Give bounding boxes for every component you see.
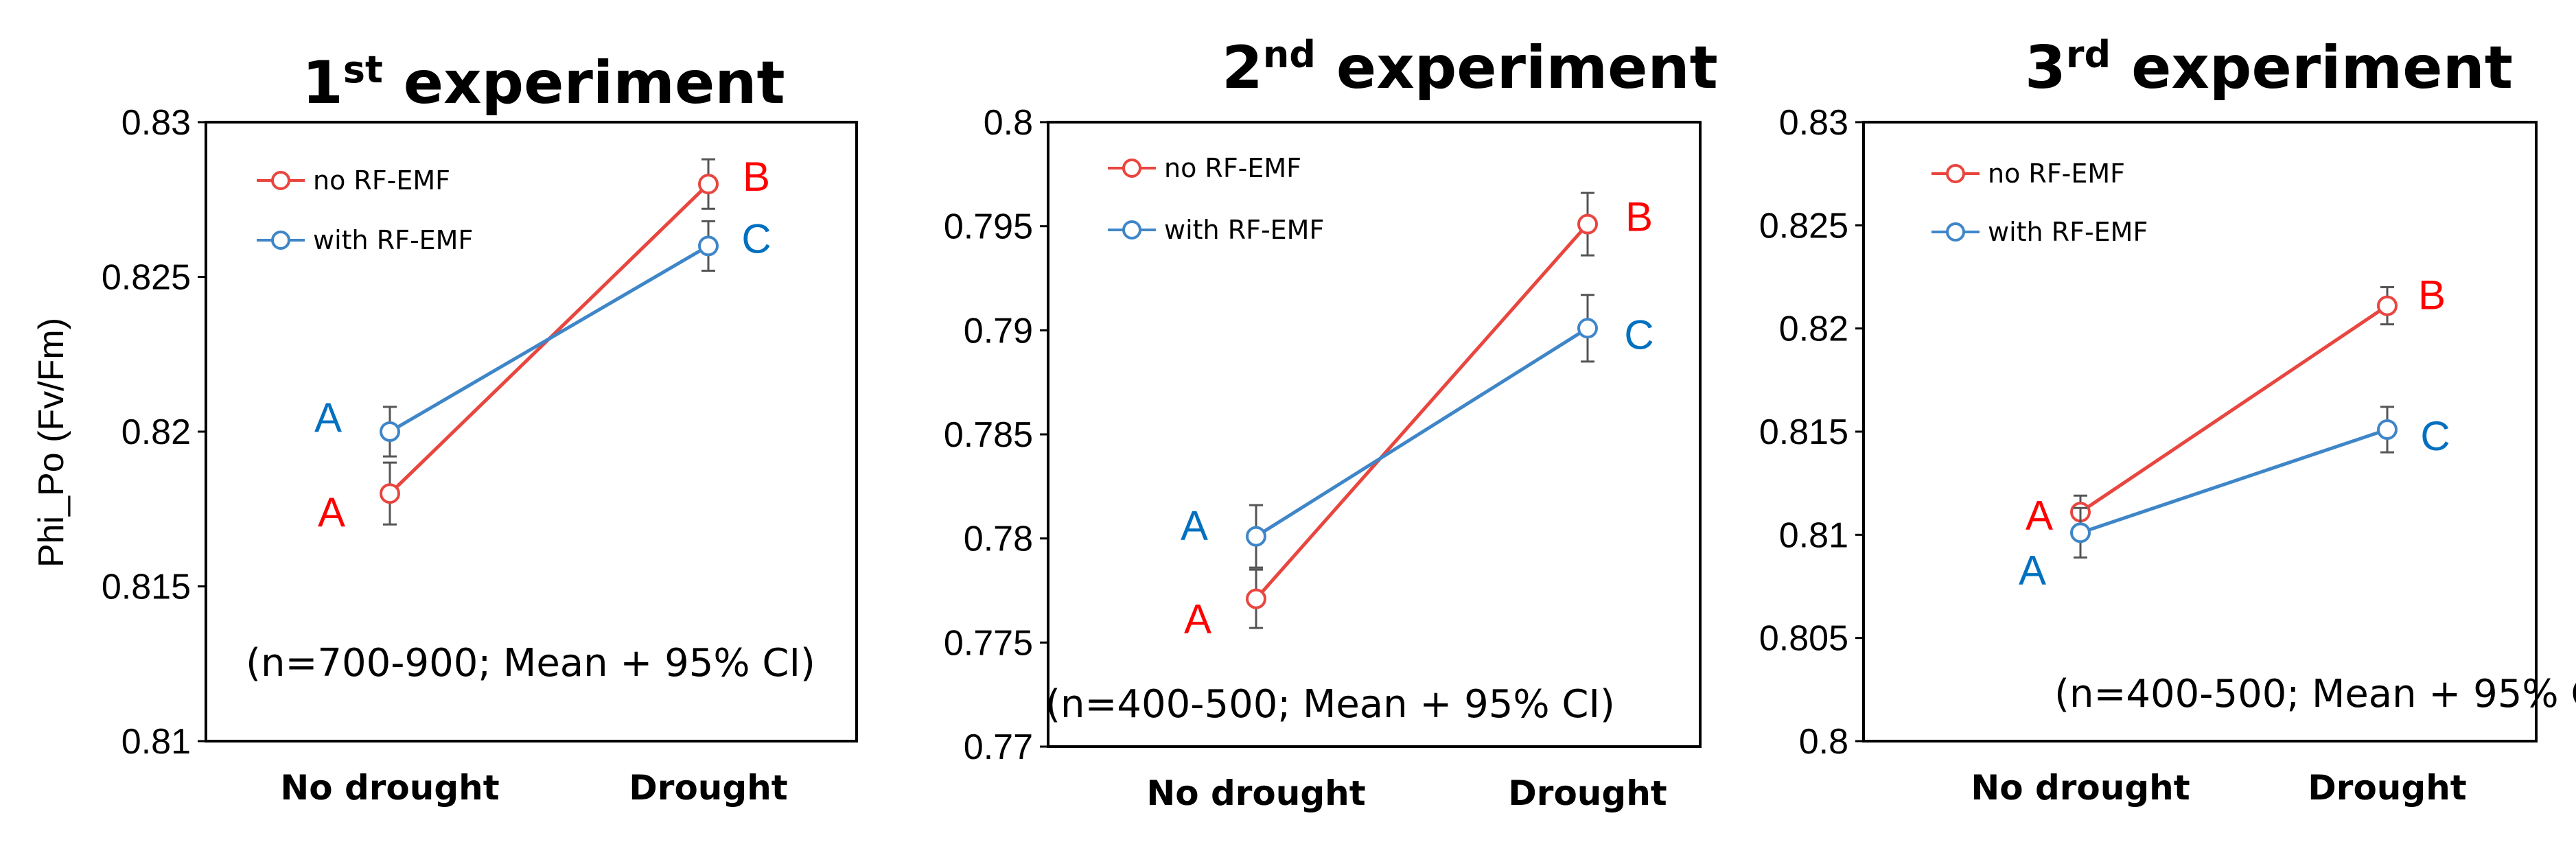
- legend-label: with RF-EMF: [1988, 217, 2148, 247]
- significance-letter: C: [1624, 312, 1653, 358]
- series-line-with_rf: [388, 244, 710, 434]
- y-tick-label: 0.815: [102, 568, 191, 607]
- x-tick-label: No drought: [1146, 773, 1365, 813]
- data-point-no_rf: [380, 483, 400, 504]
- series-line-no_rf: [2079, 304, 2389, 514]
- significance-letter: B: [1625, 194, 1653, 240]
- data-point-with_rf: [1246, 526, 1266, 547]
- y-tick-label: 0.81: [121, 722, 191, 762]
- y-tick-label: 0.825: [1759, 206, 1848, 246]
- x-tick-label: Drought: [629, 768, 787, 808]
- x-tick-label: Drought: [2308, 768, 2466, 808]
- y-tick-label: 0.77: [964, 727, 1033, 767]
- significance-letter: A: [314, 395, 342, 441]
- data-point-no_rf: [1246, 588, 1266, 609]
- y-tick-label: 0.8: [1799, 722, 1848, 762]
- significance-letter: A: [1184, 596, 1211, 642]
- sample-size-note: (n=700-900; Mean + 95% CI): [246, 641, 815, 686]
- sample-size-note: (n=400-500; Mean + 95% CI): [2054, 672, 2576, 716]
- significance-letter: C: [2420, 413, 2450, 459]
- y-tick-label: 0.775: [944, 623, 1033, 663]
- y-tick-label: 0.805: [1759, 619, 1848, 659]
- legend-label: no RF-EMF: [313, 165, 450, 196]
- x-tick-label: Drought: [1508, 773, 1667, 813]
- series-line-no_rf: [1255, 222, 1589, 600]
- significance-letter: A: [2019, 547, 2046, 593]
- chart-title: 1st experiment: [302, 48, 785, 117]
- legend-marker-no_rf: [1946, 164, 1965, 183]
- data-point-with_rf: [380, 421, 400, 442]
- legend-label: with RF-EMF: [313, 225, 473, 255]
- legend-marker-with_rf: [271, 231, 290, 250]
- legend-marker-no_rf: [1122, 159, 1141, 178]
- legend-marker-with_rf: [1122, 220, 1141, 239]
- plot-area: 0.8 0.805 0.81 0.815 0.82 0.825 0.83 No drought…: [1759, 103, 2576, 808]
- y-tick-label: 0.8: [984, 103, 1033, 143]
- y-tick-label: 0.83: [1779, 103, 1848, 143]
- chart-panel-2nd-experiment: 2nd experiment 0.770.7750.780.7850.790.7…: [944, 33, 1718, 813]
- series-line-with_rf: [2080, 428, 2388, 535]
- data-point-no_rf: [2377, 295, 2398, 316]
- y-tick-label: 0.83: [121, 103, 191, 143]
- series-line-with_rf: [1255, 327, 1589, 538]
- chart-title: 3rd experiment: [2025, 33, 2513, 102]
- y-tick-label: 0.82: [121, 412, 191, 452]
- significance-letter: A: [1181, 503, 1208, 549]
- data-point-with_rf: [1577, 318, 1598, 339]
- significance-letter: A: [318, 489, 345, 535]
- significance-letter: B: [743, 154, 770, 200]
- y-tick-label: 0.785: [944, 415, 1033, 455]
- significance-letter: B: [2418, 272, 2446, 318]
- data-point-with_rf: [2377, 419, 2398, 440]
- y-tick-label: 0.81: [1779, 515, 1848, 555]
- legend-label: no RF-EMF: [1988, 159, 2125, 189]
- plot-frame: [1047, 121, 1702, 748]
- y-tick-label: 0.825: [102, 258, 191, 298]
- data-point-no_rf: [1577, 213, 1598, 235]
- data-point-no_rf: [698, 174, 719, 195]
- data-point-with_rf: [2070, 522, 2091, 543]
- y-tick-label: 0.82: [1779, 309, 1848, 349]
- sample-size-note: (n=400-500; Mean + 95% CI): [1045, 682, 1615, 727]
- y-axis-label: Phi_Po (Fv/Fm): [32, 318, 71, 568]
- legend-marker-no_rf: [271, 171, 290, 190]
- chart-panel-3rd-experiment: 3rd experiment 0.8 0.805 0.81 0.815 0.82 0.82…: [1759, 33, 2576, 808]
- y-tick-label: 0.78: [964, 519, 1033, 559]
- chart-panel-1st-experiment: 1st experiment 0.81 0.815 0.82 0.825 0.83 No …: [102, 48, 858, 808]
- y-tick-label: 0.79: [964, 311, 1033, 351]
- y-tick-label: 0.795: [944, 207, 1033, 247]
- plot-area: 0.77 0.775 0.78 0.785 0.79 0.795 0.8 No drought…: [944, 103, 1702, 813]
- legend-label: no RF-EMF: [1164, 153, 1301, 183]
- y-tick-label: 0.815: [1759, 412, 1848, 452]
- x-tick-label: No drought: [1971, 768, 2190, 808]
- significance-letter: A: [2026, 492, 2053, 538]
- data-point-with_rf: [698, 235, 719, 257]
- x-tick-label: No drought: [280, 768, 499, 808]
- plot-area: 0.81 0.815 0.82 0.825 0.83 No drought Drought A…: [102, 103, 858, 808]
- chart-title: 2nd experiment: [1222, 33, 1718, 102]
- legend-marker-with_rf: [1946, 222, 1965, 242]
- significance-letter: C: [741, 215, 771, 261]
- legend-label: with RF-EMF: [1164, 215, 1324, 245]
